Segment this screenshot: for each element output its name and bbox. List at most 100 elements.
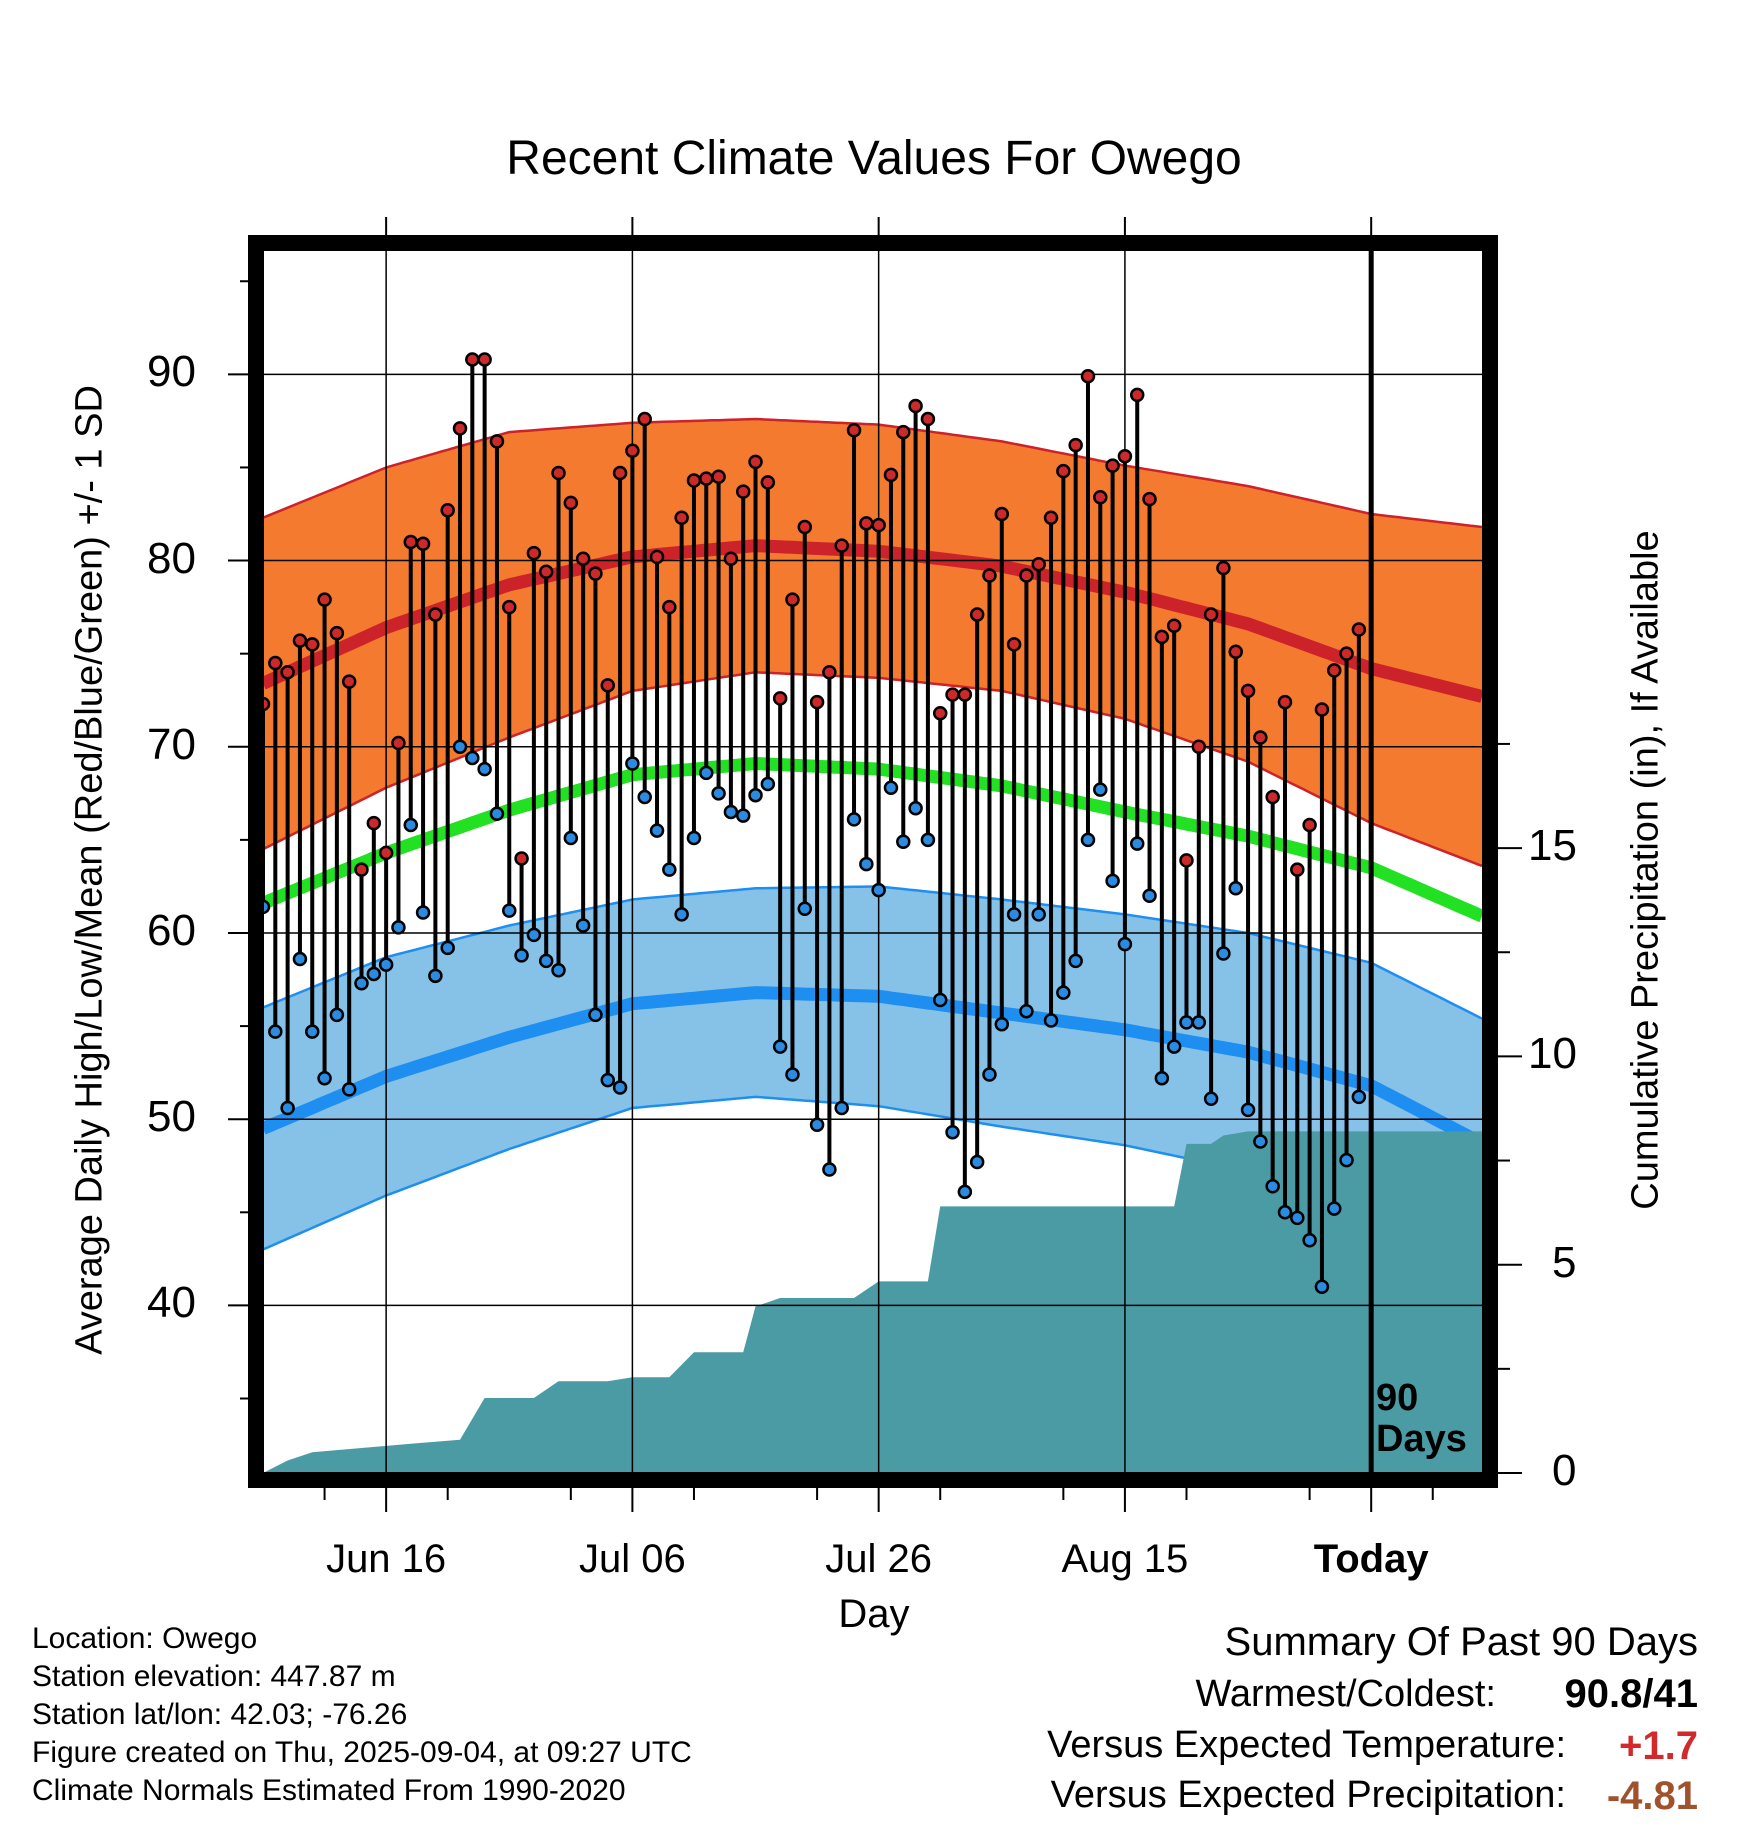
daily-low-point bbox=[477, 761, 492, 777]
daily-low-point bbox=[1031, 907, 1046, 922]
normal-high-upper-edge bbox=[263, 417, 1482, 529]
daily-low-point bbox=[1240, 1102, 1256, 1118]
daily-high-point bbox=[1031, 557, 1046, 572]
daily-low-point bbox=[588, 1007, 603, 1023]
summary-precip-value: -4.81 bbox=[1606, 1774, 1698, 1818]
daily-high-point bbox=[292, 633, 308, 648]
daily-high-point bbox=[317, 592, 332, 607]
daily-high-point bbox=[1006, 637, 1022, 652]
daily-low-point bbox=[415, 905, 431, 920]
daily-low-point bbox=[1179, 1015, 1194, 1030]
daily-high-point bbox=[341, 674, 357, 689]
summary-title: Summary Of Past 90 Days bbox=[1224, 1620, 1698, 1664]
daily-high-point bbox=[871, 517, 886, 533]
daily-high-point bbox=[1179, 853, 1194, 868]
daily-low-point bbox=[760, 776, 776, 792]
daily-low-point bbox=[489, 806, 505, 822]
daily-low-point bbox=[563, 830, 579, 846]
daily-high-point bbox=[575, 551, 591, 566]
daily-high-point bbox=[735, 484, 751, 499]
daily-low-point bbox=[797, 901, 813, 917]
info-latlon: Station lat/lon: 42.03; -76.26 bbox=[32, 1698, 408, 1731]
daily-low-point bbox=[785, 1067, 800, 1082]
daily-high-point bbox=[403, 534, 419, 550]
daily-high-point bbox=[305, 637, 320, 652]
plot-frame bbox=[248, 235, 1498, 1488]
daily-low-point bbox=[674, 907, 689, 922]
normal-mean-line bbox=[263, 756, 1482, 923]
daily-high-point bbox=[514, 851, 529, 866]
info-elevation: Station elevation: 447.87 m bbox=[32, 1660, 396, 1693]
daily-high-point bbox=[994, 506, 1010, 522]
daily-low-point bbox=[391, 920, 406, 935]
daily-high-point bbox=[1142, 491, 1157, 507]
daily-high-point bbox=[588, 566, 603, 581]
summary-warm-cold-value: 90.8/41 bbox=[1564, 1672, 1698, 1716]
daily-low-point bbox=[341, 1082, 357, 1097]
daily-high-point bbox=[1105, 458, 1120, 473]
daily-high-point bbox=[945, 687, 960, 702]
daily-low-point bbox=[1093, 782, 1108, 797]
daily-low-point bbox=[452, 739, 468, 755]
daily-high-point bbox=[563, 495, 579, 511]
daily-low-point bbox=[1191, 1015, 1207, 1030]
daily-high-point bbox=[551, 465, 566, 481]
daily-low-point bbox=[1277, 1205, 1293, 1220]
daily-low-point bbox=[846, 812, 862, 827]
y-right-tick-label: 5 bbox=[1552, 1237, 1577, 1287]
daily-high-point bbox=[1154, 629, 1170, 645]
daily-low-point bbox=[982, 1067, 997, 1082]
daily-high-point bbox=[760, 475, 776, 490]
daily-low-point bbox=[317, 1070, 332, 1086]
daily-low-point bbox=[1056, 985, 1071, 1000]
daily-low-point bbox=[883, 780, 899, 795]
daily-low-point bbox=[822, 1162, 837, 1177]
daily-low-point bbox=[1302, 1232, 1317, 1248]
y-right-tick-label: 10 bbox=[1528, 1029, 1577, 1079]
daily-low-point bbox=[263, 899, 271, 915]
daily-high-point bbox=[465, 352, 480, 367]
x-tick-label: Jul 06 bbox=[579, 1537, 686, 1581]
daily-low-point bbox=[957, 1184, 973, 1200]
daily-low-point bbox=[1019, 1003, 1034, 1019]
daily-high-point bbox=[502, 599, 517, 615]
daily-high-point bbox=[280, 665, 295, 680]
daily-high-point bbox=[1080, 368, 1096, 384]
daily-high-point bbox=[1019, 568, 1034, 583]
daily-low-point bbox=[1129, 836, 1145, 851]
daily-high-point bbox=[526, 545, 542, 561]
daily-high-point bbox=[452, 421, 468, 436]
daily-low-point bbox=[440, 940, 455, 956]
daily-high-point bbox=[1093, 489, 1108, 505]
summary-temp-label: Versus Expected Temperature: bbox=[1047, 1724, 1566, 1766]
daily-low-point bbox=[1154, 1070, 1170, 1086]
daily-low-point bbox=[538, 953, 554, 969]
y-axis-left-title: Average Daily High/Low/Mean (Red/Blue/Gr… bbox=[68, 385, 111, 1355]
x-tick-label: Aug 15 bbox=[1061, 1537, 1189, 1581]
daily-high-point bbox=[612, 465, 628, 481]
daily-low-point bbox=[723, 804, 739, 820]
daily-low-point bbox=[305, 1024, 320, 1039]
daily-low-point bbox=[625, 756, 640, 771]
daily-low-point bbox=[1265, 1178, 1280, 1194]
daily-low-point bbox=[859, 856, 874, 872]
daily-low-point bbox=[1314, 1279, 1330, 1295]
daily-low-point bbox=[686, 830, 702, 846]
daily-low-point bbox=[514, 948, 529, 963]
daily-high-point bbox=[1056, 463, 1071, 479]
daily-high-point bbox=[883, 467, 899, 483]
info-created: Figure created on Thu, 2025-09-04, at 09… bbox=[32, 1736, 692, 1769]
daily-low-point bbox=[1203, 1091, 1219, 1106]
daily-low-point bbox=[699, 765, 714, 781]
daily-high-point bbox=[378, 845, 394, 861]
y-left-tick-label: 80 bbox=[147, 533, 196, 583]
daily-low-point bbox=[1228, 881, 1243, 896]
daily-low-point bbox=[1117, 936, 1133, 952]
daily-low-point bbox=[772, 1039, 788, 1054]
daily-high-point bbox=[1043, 510, 1059, 525]
x-tick-label: Jun 16 bbox=[326, 1537, 447, 1581]
daily-high-point bbox=[1351, 622, 1367, 637]
daily-high-point bbox=[982, 568, 997, 583]
daily-high-point bbox=[772, 691, 788, 706]
